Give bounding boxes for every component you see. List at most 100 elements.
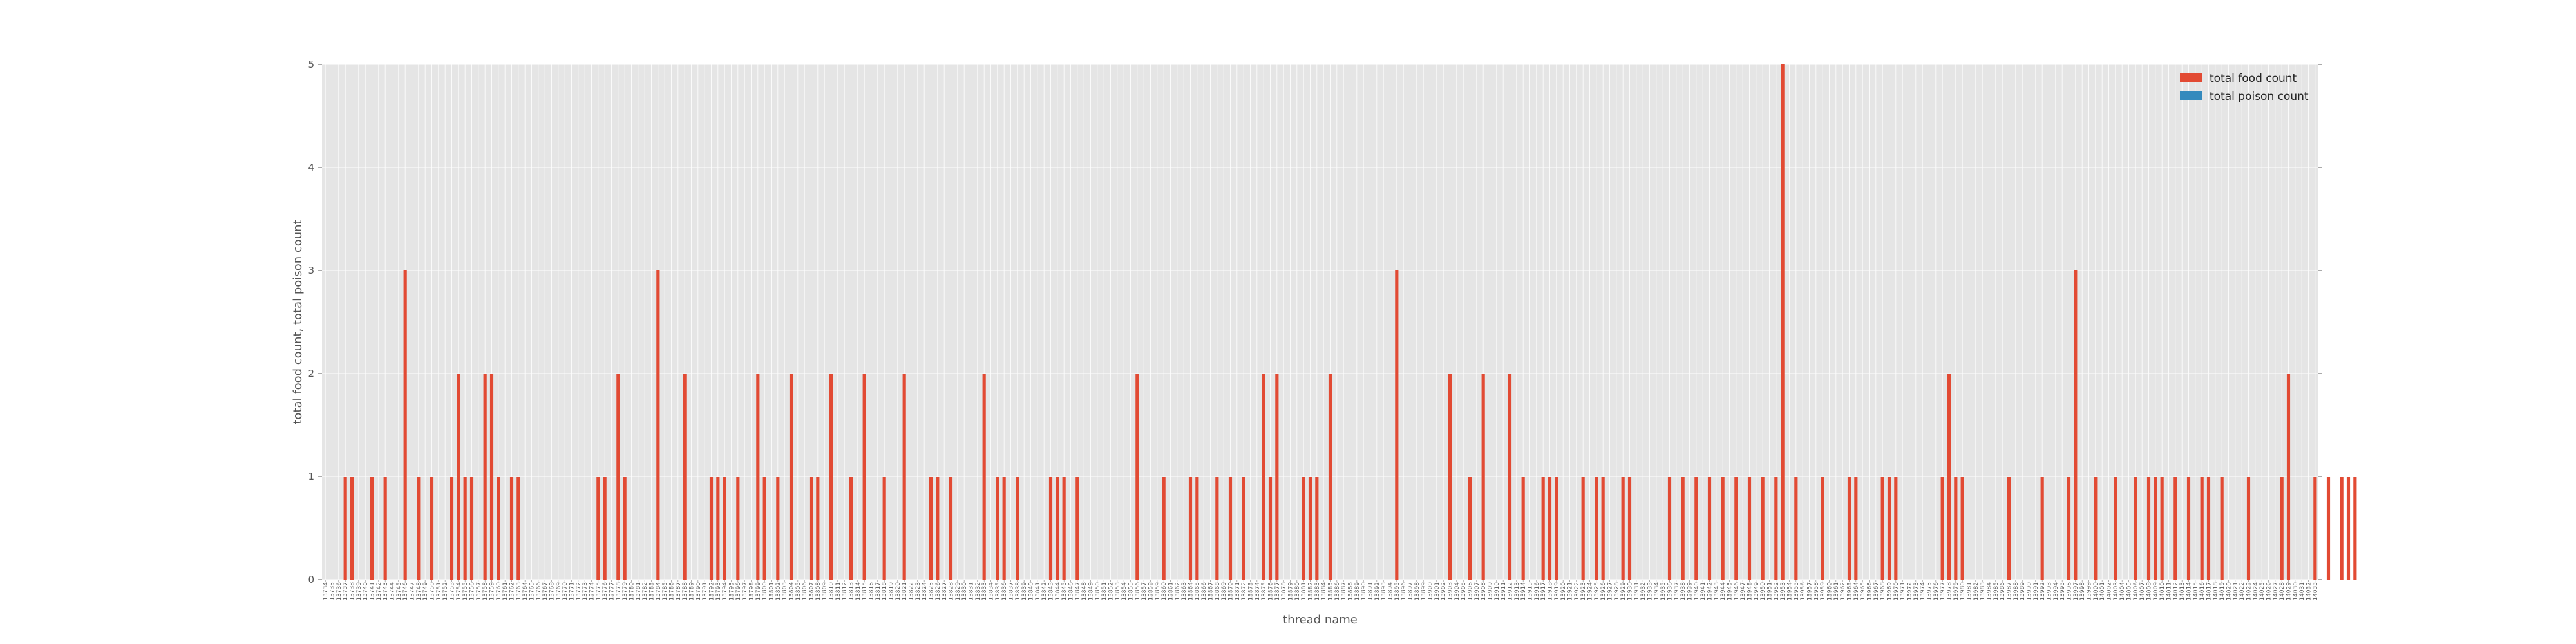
x-tick-label: 13931 (1634, 582, 1640, 601)
x-tick-label: 13892 (1374, 582, 1381, 601)
bar-food-42 (603, 477, 607, 580)
x-tick-label: 13786 (669, 582, 676, 601)
x-tick-label: 13873 (1248, 582, 1255, 601)
x-tick-label: 13813 (849, 582, 855, 601)
bar-food-81 (862, 374, 866, 580)
x-tick-label: 13788 (682, 582, 688, 601)
bar-food-282 (2200, 477, 2204, 580)
bar-food-143 (1275, 374, 1279, 580)
x-tick-label: 13767 (542, 582, 549, 601)
bar-food-184 (1548, 477, 1552, 580)
x-tick-label: 13831 (969, 582, 975, 601)
bar-food-234 (1880, 477, 1884, 580)
x-tick-label: 13988 (2013, 582, 2020, 601)
bar-food-41 (596, 477, 600, 580)
x-tick-label: 13978 (1947, 582, 1953, 601)
x-tick-label: 13756 (469, 582, 476, 601)
x-tick-label: 13805 (795, 582, 802, 601)
bar-food-66 (762, 477, 766, 580)
x-tick-label: 13832 (975, 582, 981, 601)
x-tick-label: 13926 (1600, 582, 1607, 601)
x-tick-label: 13976 (1933, 582, 1940, 601)
x-tick-label: 13792 (709, 582, 715, 601)
bar-food-9 (383, 477, 387, 580)
x-tick-label: 13783 (649, 582, 656, 601)
x-tick-label: 13885 (1328, 582, 1334, 601)
bar-food-65 (756, 374, 760, 580)
x-tick-label: 14022 (2239, 582, 2246, 601)
bar-food-274 (2146, 477, 2151, 580)
x-tick-label: 13967 (1873, 582, 1880, 601)
x-tick-label: 13781 (636, 582, 642, 601)
bar-food-208 (1707, 477, 1712, 580)
bar-food-229 (1847, 477, 1852, 580)
bar-food-243 (1940, 477, 1944, 580)
x-tick-label: 13777 (609, 582, 616, 601)
x-tick-label: 13823 (915, 582, 922, 601)
x-tick-label: 13763 (516, 582, 522, 601)
x-tick-label: 13876 (1268, 582, 1274, 601)
x-axis-label: thread name (1283, 613, 1358, 627)
x-tick-label: 14019 (2219, 582, 2226, 601)
x-tick-label: 13796 (735, 582, 742, 601)
x-tick-label: 14001 (2099, 582, 2106, 601)
x-tick-label: 13888 (1348, 582, 1354, 601)
x-tick-label: 14007 (2139, 582, 2146, 601)
x-tick-label: 13803 (782, 582, 788, 601)
x-tick-label: 13740 (363, 582, 369, 601)
x-tick-label: 13922 (1574, 582, 1580, 601)
x-tick-label: 13773 (582, 582, 589, 601)
x-tick-label: 13948 (1747, 582, 1754, 601)
x-tick-label: 13969 (1887, 582, 1893, 601)
x-tick-label: 13779 (622, 582, 629, 601)
x-tick-label: 14017 (2206, 582, 2213, 601)
x-tick-label: 13848 (1081, 582, 1088, 601)
x-tick-label: 13790 (696, 582, 702, 601)
bar-food-54 (683, 374, 687, 580)
x-tick-label: 13846 (1068, 582, 1075, 601)
x-tick-label: 13836 (1001, 582, 1008, 601)
x-tick-label: 13834 (989, 582, 995, 601)
x-tick-label: 14031 (2299, 582, 2306, 601)
x-tick-label: 13947 (1740, 582, 1747, 601)
bar-food-110 (1056, 477, 1059, 580)
x-tick-label: 13890 (1361, 582, 1367, 601)
y-tick-label: 3 (308, 265, 314, 276)
x-tick-label: 13987 (2007, 582, 2013, 601)
x-tick-label: 13809 (822, 582, 828, 601)
x-tick-label: 14027 (2273, 582, 2279, 601)
bar-food-212 (1734, 477, 1738, 580)
x-tick-label: 13968 (1880, 582, 1886, 601)
legend-swatch-food (2180, 73, 2202, 82)
x-tick-label: 13955 (1794, 582, 1800, 601)
x-tick-label: 13808 (815, 582, 822, 601)
x-tick-label: 13949 (1754, 582, 1760, 601)
x-tick-label: 13870 (1228, 582, 1235, 601)
bar-food-19 (450, 477, 454, 580)
x-tick-label: 13958 (1814, 582, 1820, 601)
x-tick-label: 13742 (376, 582, 383, 601)
x-tick-label: 13944 (1720, 582, 1727, 601)
x-tick-label: 13934 (1654, 582, 1660, 601)
x-tick-label: 13814 (855, 582, 862, 601)
bar-food-87 (902, 374, 906, 580)
bar-food-134 (1215, 477, 1219, 580)
x-tick-label: 13865 (1195, 582, 1201, 601)
x-tick-label: 14000 (2093, 582, 2099, 601)
x-tick-label: 14016 (2199, 582, 2206, 601)
y-axis-ticks: 0 1 2 3 4 5 (308, 59, 2322, 585)
x-tick-label: 13962 (1840, 582, 1846, 601)
bar-food-269 (2114, 477, 2117, 580)
x-tick-label: 14026 (2266, 582, 2273, 601)
bar-food-59 (716, 477, 720, 580)
x-tick-label: 14025 (2259, 582, 2266, 601)
x-tick-label: 13755 (462, 582, 469, 601)
x-tick-label: 13979 (1953, 582, 1960, 601)
x-tick-label: 13945 (1727, 582, 1734, 601)
x-tick-label: 14010 (2159, 582, 2166, 601)
x-tick-label: 14015 (2193, 582, 2199, 601)
bar-food-62 (736, 477, 740, 580)
x-tick-label: 13861 (1168, 582, 1175, 601)
x-tick-label: 13941 (1700, 582, 1707, 601)
x-tick-label: 13872 (1241, 582, 1247, 601)
